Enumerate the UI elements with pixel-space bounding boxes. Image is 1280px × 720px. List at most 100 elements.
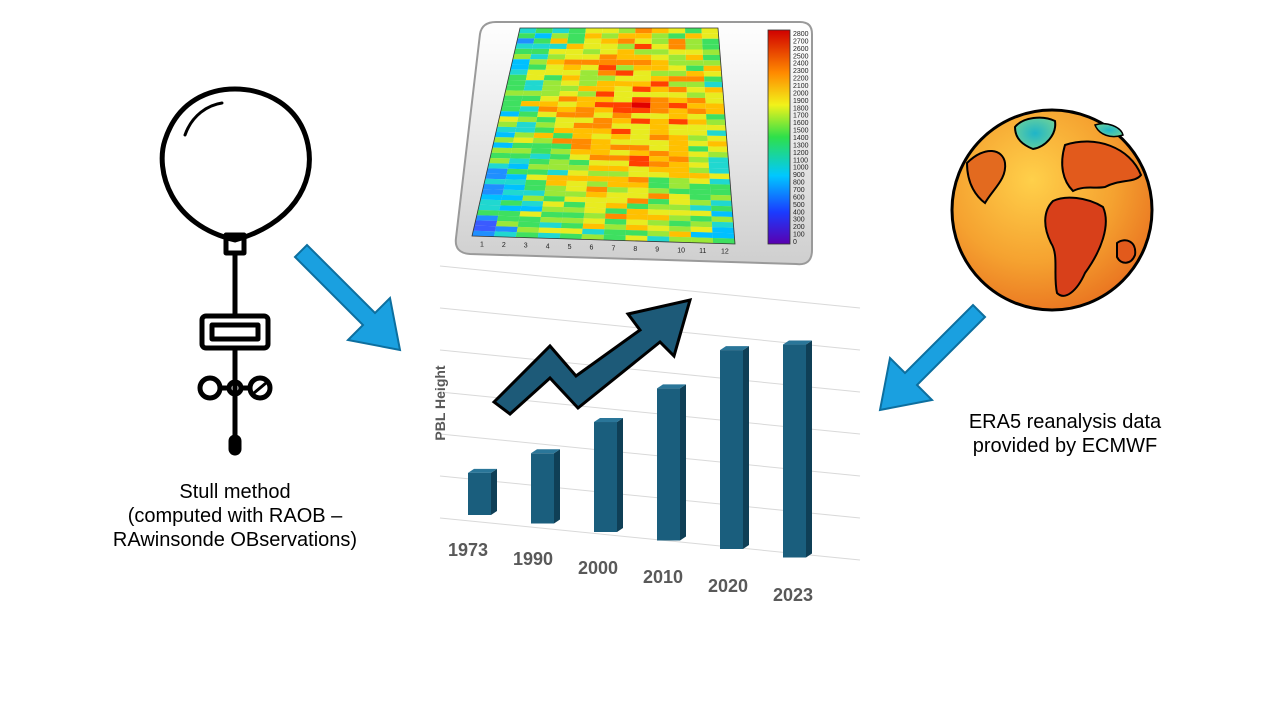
- heatmap-cell: [651, 60, 669, 66]
- heatmap-x-tick-label: 9: [655, 247, 659, 254]
- heatmap-cell: [669, 188, 690, 195]
- heatmap-cell: [690, 210, 712, 217]
- heatmap-cell: [561, 75, 581, 81]
- heatmap-cell: [633, 75, 651, 82]
- heatmap-cell: [592, 128, 612, 134]
- heatmap-cell: [513, 137, 534, 144]
- heatmap-cell: [516, 226, 540, 233]
- heatmap-cell: [668, 156, 689, 163]
- heatmap-cell: [668, 49, 686, 55]
- colorbar-tick-label: 400: [793, 209, 805, 216]
- heatmap-cell: [668, 92, 687, 98]
- heatmap-cell: [584, 207, 606, 214]
- heatmap-cell: [543, 75, 563, 81]
- heatmap-cell: [585, 191, 607, 198]
- heatmap-cell: [540, 90, 560, 97]
- heatmap-cell: [568, 159, 590, 166]
- heatmap-cell: [617, 38, 635, 44]
- heatmap-cell: [518, 216, 541, 223]
- heatmap-cell: [709, 173, 730, 180]
- heatmap-cell: [712, 238, 735, 244]
- heatmap-cell: [530, 54, 549, 60]
- heatmap-cell: [610, 139, 631, 145]
- heatmap-cell: [576, 96, 596, 102]
- heatmap-cell: [648, 188, 670, 194]
- heatmap-cell: [536, 117, 556, 123]
- heatmap-cell: [534, 127, 555, 133]
- heatmap-cell: [541, 85, 561, 91]
- heatmap-cell: [669, 215, 691, 222]
- heatmap-cell: [552, 28, 570, 34]
- heatmap-cell: [687, 119, 707, 125]
- heatmap-cell: [574, 117, 594, 124]
- heatmap-cell: [608, 165, 629, 172]
- heatmap-cell: [608, 160, 630, 167]
- heatmap-cell: [578, 80, 598, 87]
- heatmap-cell: [668, 70, 687, 77]
- heatmap-x-tick-label: 11: [699, 248, 706, 255]
- heatmap-cell: [572, 133, 592, 139]
- heatmap-x-tick-label: 10: [677, 247, 685, 254]
- heatmap-cell: [668, 81, 687, 87]
- heatmap-cell: [707, 130, 727, 136]
- heatmap-cell: [511, 148, 532, 154]
- heatmap-cell: [509, 153, 531, 159]
- left-blue-arrow-icon: [293, 243, 402, 352]
- heatmap-cell: [563, 59, 583, 65]
- heatmap-cell: [701, 28, 719, 34]
- heatmap-cell: [710, 194, 732, 201]
- heatmap-cell: [504, 179, 527, 185]
- heatmap-cell: [633, 65, 652, 71]
- heatmap-cell: [648, 193, 670, 200]
- heatmap-cell: [668, 113, 688, 120]
- right-caption: ERA5 reanalysis data provided by ECMWF: [930, 410, 1200, 458]
- heatmap-cell: [690, 221, 713, 228]
- heatmap-cell: [687, 130, 708, 136]
- heatmap-cell: [550, 38, 568, 44]
- chart-bar: [468, 468, 497, 515]
- heatmap-cell: [630, 139, 650, 146]
- heatmap-cell: [534, 33, 553, 39]
- heatmap-cell: [565, 186, 587, 192]
- heatmap-cell: [651, 65, 669, 71]
- heatmap-cell: [575, 107, 595, 113]
- heatmap-cell: [634, 54, 652, 60]
- heatmap-cell: [560, 85, 579, 92]
- heatmap-cell: [584, 202, 607, 209]
- heatmap-cell: [551, 143, 572, 150]
- heatmap-cell: [650, 97, 669, 103]
- heatmap-cell: [668, 102, 688, 109]
- heatmap-cell: [647, 214, 670, 221]
- heatmap-cell: [582, 228, 605, 235]
- right-caption-line2: provided by ECMWF: [972, 435, 1158, 457]
- heatmap-cell: [524, 80, 544, 86]
- heatmap-cell: [687, 108, 707, 115]
- heatmap-cell: [585, 197, 607, 203]
- colorbar-tick-label: 0: [793, 239, 797, 246]
- heatmap-cell: [668, 129, 689, 136]
- heatmap-cell: [475, 215, 499, 221]
- heatmap-cell: [685, 28, 702, 34]
- heatmap-cell: [544, 69, 564, 76]
- heatmap-cell: [628, 166, 649, 172]
- heatmap-cell: [613, 102, 632, 108]
- heatmap-cell: [616, 59, 634, 66]
- heatmap-cell: [588, 165, 609, 172]
- heatmap-cell: [587, 175, 609, 182]
- heatmap-cell: [690, 215, 712, 222]
- colorbar-tick-label: 1600: [793, 120, 809, 127]
- heatmap-cell: [612, 112, 632, 119]
- heatmap-cell: [547, 169, 569, 176]
- heatmap-cell: [490, 152, 511, 159]
- heatmap-cell: [689, 189, 711, 195]
- heatmap-cell: [627, 182, 649, 188]
- heatmap-cell: [594, 107, 614, 113]
- heatmap-cell: [502, 100, 522, 107]
- heatmap-cell: [668, 44, 686, 50]
- heatmap-cell: [710, 189, 732, 196]
- chart-x-tick-label: 1973: [448, 540, 489, 560]
- heatmap-cell: [540, 96, 560, 102]
- heatmap-cell: [649, 118, 669, 125]
- weather-balloon-icon: [159, 86, 312, 456]
- heatmap-cell: [648, 182, 670, 189]
